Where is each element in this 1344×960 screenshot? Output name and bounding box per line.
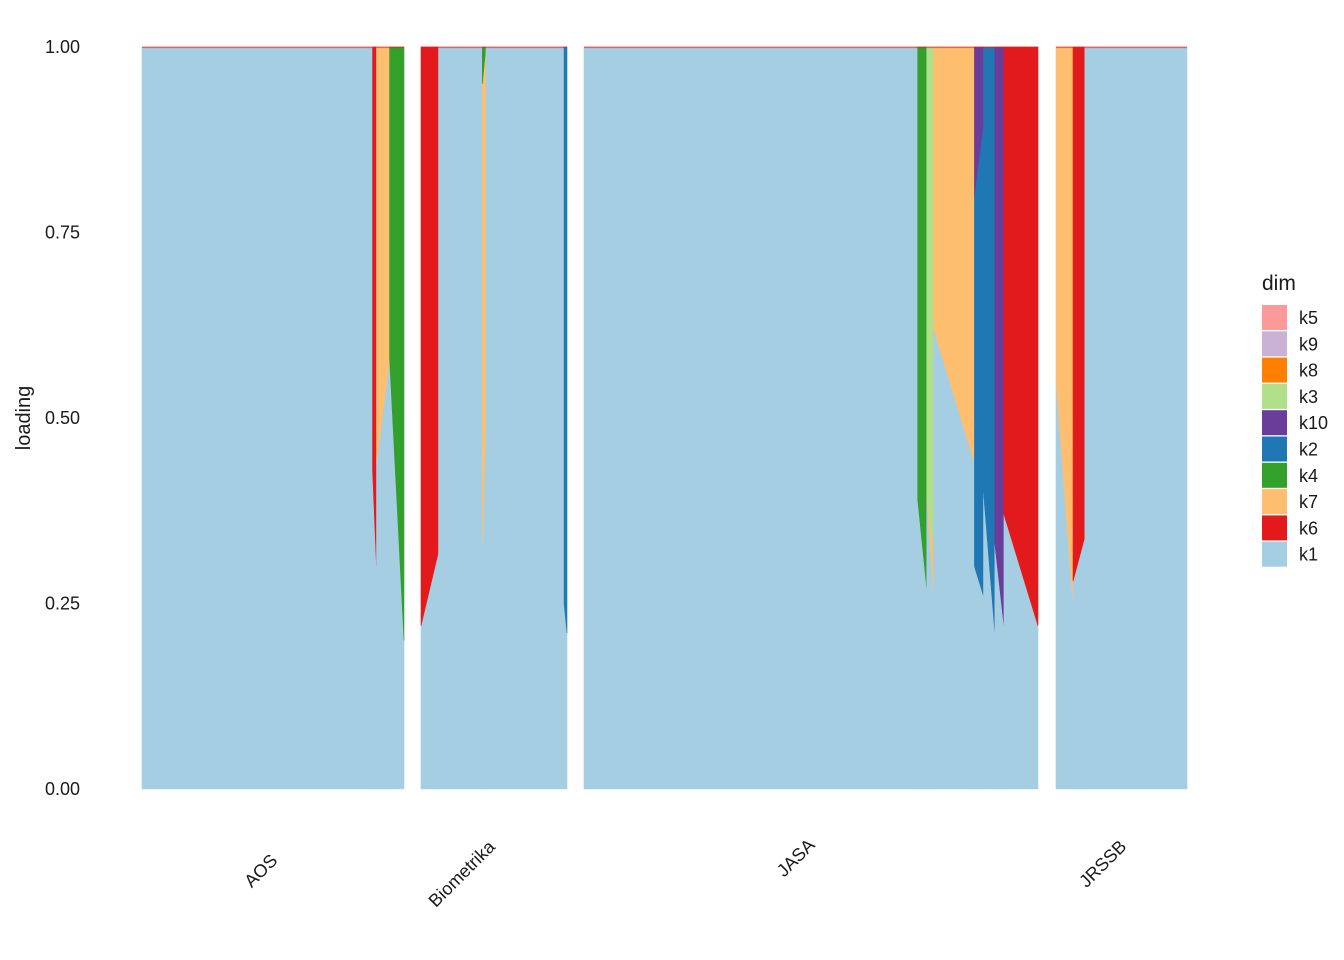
y-axis: 0.00 0.25 0.50 0.75 1.00 (45, 37, 80, 799)
area-k6-aos-1 (372, 46, 377, 567)
facet-panels (141, 46, 1188, 790)
y-tick-label: 0.25 (45, 594, 80, 614)
area-k10-jasa-6 (994, 46, 1005, 626)
legend-label-k7: k7 (1299, 492, 1318, 512)
legend-label-k1: k1 (1299, 545, 1318, 565)
panel-jasa (583, 46, 1039, 790)
legend-label-k2: k2 (1299, 440, 1318, 460)
y-axis-title: loading (13, 386, 35, 451)
legend-label-k5: k5 (1299, 308, 1318, 328)
facet-labels: AOS Biometrika JASA JRSSB (240, 835, 1130, 911)
legend-key-k1 (1262, 541, 1287, 567)
y-tick-label: 0.00 (45, 779, 80, 799)
panel-aos (141, 46, 405, 790)
area-k1-biometrika-3 (485, 46, 565, 790)
top-fringe-jasa (584, 46, 1038, 49)
panel-biometrika (420, 46, 568, 790)
legend-key-k4 (1262, 462, 1287, 488)
area-k6-jrssb-1 (1072, 46, 1086, 582)
area-k3-jasa-2 (926, 46, 934, 552)
legend-label-k8: k8 (1299, 361, 1318, 381)
y-tick-label: 0.50 (45, 408, 80, 428)
legend-label-k4: k4 (1299, 466, 1318, 486)
legend-title: dim (1262, 272, 1296, 295)
legend: dim k5 k9 k8 k3 k10 k2 k4 k7 k6 k1 (1262, 272, 1328, 567)
facet-label-jasa: JASA (773, 835, 819, 881)
facet-label-biometrika: Biometrika (425, 836, 500, 911)
area-k2-biometrika-4 (563, 46, 568, 634)
legend-key-k6 (1262, 515, 1287, 541)
top-fringe-biometrika (421, 46, 567, 49)
y-tick-label: 1.00 (45, 37, 80, 57)
top-fringe-jrssb (1056, 46, 1187, 49)
facet-label-aos: AOS (240, 850, 281, 891)
area-k1-jasa-0 (583, 46, 918, 790)
legend-key-k7 (1262, 489, 1287, 515)
legend-key-k8 (1262, 357, 1287, 383)
area-k1-aos-0 (141, 46, 373, 790)
legend-label-k9: k9 (1299, 334, 1318, 354)
legend-key-k2 (1262, 436, 1287, 462)
y-tick-label: 0.75 (45, 223, 80, 243)
facet-label-jrssb: JRSSB (1075, 836, 1130, 891)
area-k6-biometrika-0 (420, 46, 439, 626)
legend-label-k3: k3 (1299, 387, 1318, 407)
area-k4-jasa-1 (917, 46, 928, 589)
area-k2-jasa-4 (974, 121, 984, 597)
panel-jrssb (1055, 46, 1188, 790)
top-fringe-aos (142, 46, 404, 49)
legend-key-k5 (1262, 305, 1287, 330)
area-k1-jasa-4 (974, 566, 984, 790)
area-k1-jrssb-2 (1084, 46, 1188, 790)
legend-key-k10 (1262, 410, 1287, 436)
legend-key-k3 (1262, 383, 1287, 409)
legend-label-k10: k10 (1299, 413, 1328, 433)
legend-key-k9 (1262, 331, 1287, 357)
area-k1-biometrika-1 (438, 46, 483, 790)
legend-label-k6: k6 (1299, 518, 1318, 538)
